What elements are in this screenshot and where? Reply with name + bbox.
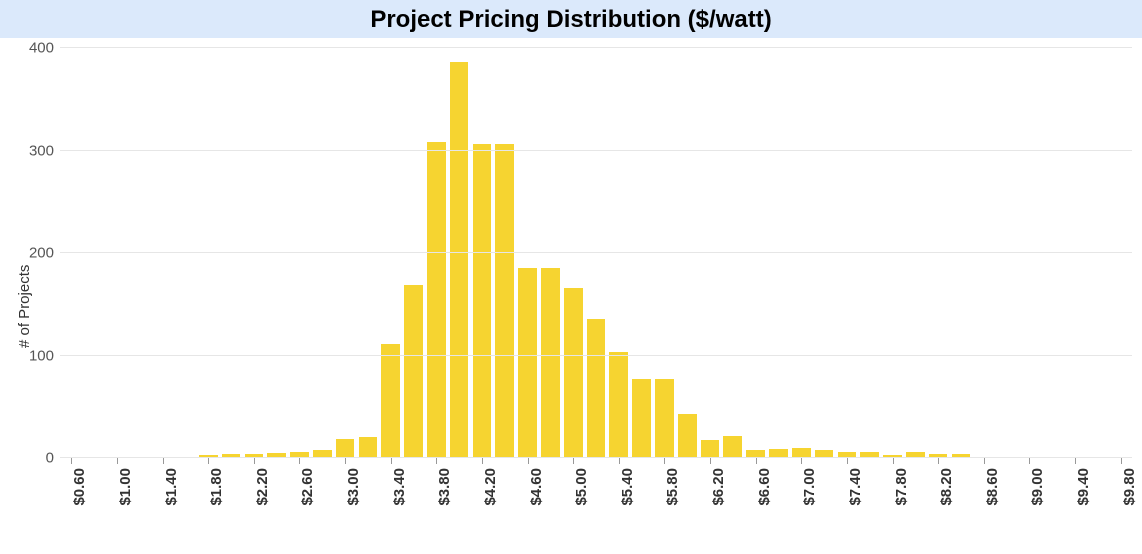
histogram-bar <box>678 414 697 457</box>
chart-title: Project Pricing Distribution ($/watt) <box>0 6 1142 34</box>
y-tick-label: 400 <box>29 40 54 57</box>
x-tick-label: $3.40 <box>391 468 408 506</box>
histogram-bar <box>792 448 811 457</box>
histogram-bar <box>564 288 583 457</box>
histogram-bar <box>336 439 355 457</box>
y-gridline <box>60 252 1132 253</box>
y-tick-label: 0 <box>46 450 54 467</box>
x-tick-label: $5.00 <box>573 468 590 506</box>
x-tick <box>573 458 574 464</box>
x-tick <box>482 458 483 464</box>
x-tick <box>391 458 392 464</box>
x-tick-label: $5.40 <box>619 468 636 506</box>
x-tick <box>847 458 848 464</box>
x-tick <box>664 458 665 464</box>
x-tick-label: $1.00 <box>117 468 134 506</box>
histogram-bar <box>359 437 378 457</box>
y-tick-label: 100 <box>29 347 54 364</box>
histogram-bar <box>518 268 537 457</box>
x-tick-label: $5.80 <box>664 468 681 506</box>
x-tick <box>893 458 894 464</box>
x-tick-label: $8.60 <box>984 468 1001 506</box>
y-axis-label: # of Projects <box>16 265 33 348</box>
x-tick <box>208 458 209 464</box>
y-gridline <box>60 47 1132 48</box>
x-tick-label: $9.00 <box>1029 468 1046 506</box>
x-tick-label: $9.80 <box>1121 468 1138 506</box>
histogram-bar <box>609 352 628 457</box>
x-tick-label: $7.80 <box>893 468 910 506</box>
histogram-bar <box>450 62 469 457</box>
histogram-bar <box>473 144 492 457</box>
x-tick <box>436 458 437 464</box>
histogram-bar <box>587 319 606 457</box>
x-tick-label: $0.60 <box>71 468 88 506</box>
x-tick-label: $7.40 <box>847 468 864 506</box>
x-tick <box>254 458 255 464</box>
x-tick <box>163 458 164 464</box>
x-tick-label: $2.20 <box>254 468 271 506</box>
x-tick <box>756 458 757 464</box>
histogram-bar <box>815 450 834 457</box>
x-tick-label: $6.20 <box>710 468 727 506</box>
histogram-bar <box>746 450 765 457</box>
histogram-bar <box>769 449 788 457</box>
histogram-bar <box>313 450 332 457</box>
histogram-bar <box>495 144 514 457</box>
x-tick-label: $4.60 <box>528 468 545 506</box>
histogram-bar <box>381 344 400 457</box>
x-tick <box>1029 458 1030 464</box>
x-tick <box>710 458 711 464</box>
chart-area: # of Projects 0100200300400$0.60$1.00$1.… <box>0 38 1142 548</box>
x-tick-label: $2.60 <box>299 468 316 506</box>
histogram-bar <box>701 440 720 457</box>
y-gridline <box>60 355 1132 356</box>
y-gridline <box>60 457 1132 458</box>
x-tick <box>345 458 346 464</box>
x-tick-label: $1.80 <box>208 468 225 506</box>
chart-title-bar: Project Pricing Distribution ($/watt) <box>0 0 1142 38</box>
histogram-bar <box>655 379 674 457</box>
x-tick <box>1121 458 1122 464</box>
x-tick <box>71 458 72 464</box>
y-tick-label: 200 <box>29 245 54 262</box>
x-tick <box>528 458 529 464</box>
y-gridline <box>60 150 1132 151</box>
histogram-bar <box>723 436 742 457</box>
x-tick <box>117 458 118 464</box>
x-tick <box>1075 458 1076 464</box>
y-tick-label: 300 <box>29 142 54 159</box>
histogram-bar <box>404 285 423 457</box>
x-tick-label: $3.00 <box>345 468 362 506</box>
x-tick <box>984 458 985 464</box>
x-tick-label: $7.00 <box>801 468 818 506</box>
histogram-bar <box>541 268 560 457</box>
x-tick-label: $9.40 <box>1075 468 1092 506</box>
x-tick <box>938 458 939 464</box>
histogram-bar <box>427 142 446 457</box>
x-tick-label: $8.20 <box>938 468 955 506</box>
x-tick-label: $3.80 <box>436 468 453 506</box>
x-tick <box>619 458 620 464</box>
x-tick-label: $6.60 <box>756 468 773 506</box>
histogram-bar <box>632 379 651 457</box>
x-tick <box>801 458 802 464</box>
plot-region: 0100200300400$0.60$1.00$1.40$1.80$2.20$2… <box>60 48 1132 458</box>
x-tick-label: $1.40 <box>163 468 180 506</box>
x-tick <box>299 458 300 464</box>
x-tick-label: $4.20 <box>482 468 499 506</box>
